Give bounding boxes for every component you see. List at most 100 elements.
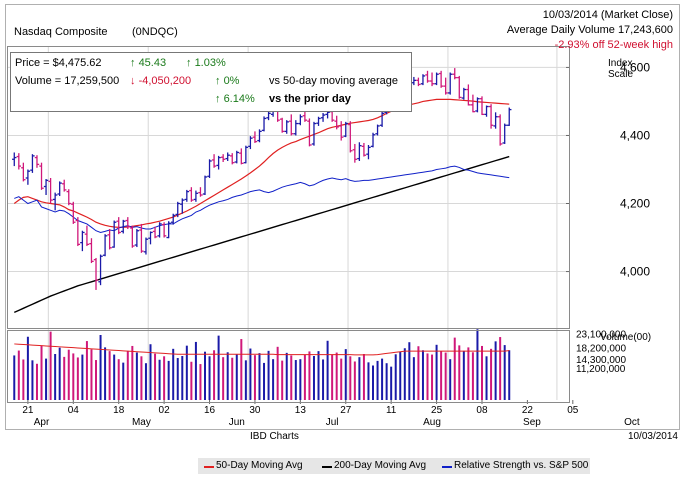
legend-swatch-ma200	[322, 466, 332, 468]
vs-prior-label: vs the prior day	[269, 93, 351, 105]
down-arrow-icon: ↓	[130, 75, 139, 87]
ohlc-bar	[457, 75, 462, 99]
legend-swatch-ma50	[204, 466, 214, 468]
x-tick-label: 05	[567, 405, 579, 416]
ohlc-bar	[497, 114, 503, 146]
off-52week-high: -2.93% off 52-week high	[554, 39, 673, 51]
ohlc-bar	[75, 217, 81, 247]
ohlc-bar	[266, 111, 271, 121]
month-label: Sep	[523, 417, 541, 428]
ohlc-bar	[216, 155, 221, 170]
price-tick-label: 4,200	[620, 197, 650, 211]
ohlc-bar	[234, 150, 239, 164]
index-symbol: (0NDQC)	[132, 26, 178, 38]
month-label: Oct	[624, 417, 640, 428]
ohlc-bar	[307, 118, 312, 147]
ohlc-bar	[71, 201, 76, 224]
legend-swatch-rs	[442, 466, 452, 468]
volume-pct-50-value: 0%	[223, 75, 240, 87]
ohlc-bar	[93, 257, 99, 290]
ohlc-bar	[66, 189, 71, 206]
price-bars	[12, 68, 512, 290]
price-value: Price = $4,475.62	[15, 57, 102, 69]
ohlc-bar	[434, 72, 439, 86]
legend-ma200: 200-Day Moving Avg	[334, 460, 427, 471]
x-tick-label: 30	[249, 405, 261, 416]
up-arrow-icon: ↑	[215, 75, 224, 87]
ohlc-bar	[443, 77, 448, 95]
ohlc-bar	[366, 144, 371, 160]
source-label: IBD Charts	[250, 431, 299, 442]
ohlc-bar	[302, 111, 308, 122]
footer-date: 10/03/2014	[627, 431, 678, 442]
ohlc-bar	[316, 116, 321, 126]
price-change: ↑ 45.43	[130, 57, 166, 70]
ohlc-bar	[134, 229, 140, 248]
ohlc-bar	[166, 221, 171, 239]
month-label: May	[132, 417, 151, 428]
ohlc-bar	[143, 237, 149, 255]
ohlc-bar	[21, 162, 26, 182]
ohlc-bar	[130, 225, 135, 248]
price-tick-label: 4,600	[620, 60, 650, 74]
volume-tick-label: 14,300,000	[576, 355, 626, 366]
price-pct-value: 1.03%	[194, 57, 226, 69]
ohlc-bar	[479, 96, 485, 116]
ohlc-bar	[361, 142, 367, 157]
ohlc-bar	[98, 254, 103, 286]
ohlc-bar	[339, 121, 344, 141]
ohlc-bar	[375, 124, 380, 136]
x-tick-label: 16	[204, 405, 216, 416]
ohlc-bar	[493, 112, 498, 129]
ohlc-bar	[107, 229, 112, 250]
x-axis-ticks: 21 04 18 02 16 30 13 27 11 25 08 22 05	[22, 400, 579, 416]
legend-ma50: 50-Day Moving Avg	[216, 460, 303, 471]
month-label: Jun	[229, 417, 245, 428]
ohlc-bar	[284, 120, 289, 134]
ohlc-bar	[139, 223, 144, 253]
x-tick-label: 08	[476, 405, 488, 416]
ohlc-bar	[161, 222, 167, 238]
ohlc-bar	[352, 143, 358, 163]
price-pct: ↑ 1.03%	[186, 57, 226, 70]
ohlc-bar	[116, 217, 121, 235]
ohlc-bar	[239, 148, 244, 165]
x-tick-label: 13	[295, 405, 307, 416]
volume-change-value: -4,050,200	[138, 75, 192, 87]
ohlc-bar	[252, 131, 258, 143]
ohlc-bar	[488, 104, 494, 129]
ohlc-bar	[34, 155, 40, 168]
up-arrow-icon: ↑	[215, 93, 224, 105]
volume-value: Volume = 17,259,500	[15, 75, 120, 87]
ohlc-bar	[12, 152, 17, 167]
legend-bar	[198, 458, 590, 474]
ohlc-bar	[311, 121, 317, 146]
x-tick-label: 25	[431, 405, 443, 416]
ohlc-bar	[198, 187, 203, 197]
price-axis-label: Index Scale	[608, 58, 634, 80]
price-tick-label: 4,000	[620, 265, 650, 279]
ohlc-bar	[484, 105, 489, 117]
date-line: 10/03/2014 (Market Close)	[542, 9, 673, 21]
ohlc-bar	[157, 222, 162, 238]
ohlc-bar	[39, 162, 44, 190]
x-tick-label: 04	[68, 405, 80, 416]
ohlc-bar	[293, 120, 299, 136]
ohlc-bar	[184, 189, 190, 202]
ohlc-bar	[220, 154, 226, 163]
ohlc-bar	[257, 129, 262, 143]
ohlc-bar	[429, 72, 435, 87]
ohlc-bar	[180, 198, 185, 214]
vs-50day-label: vs 50-day moving average	[269, 75, 399, 87]
ohlc-bar	[80, 230, 85, 252]
relative-strength-line	[14, 165, 510, 233]
ohlc-bar	[420, 74, 426, 86]
volume-pct-prior-value: 6.14%	[223, 93, 255, 105]
ohlc-bar	[425, 70, 430, 83]
ohlc-bar	[111, 220, 117, 248]
x-tick-label: 11	[386, 405, 397, 416]
ohlc-bar	[466, 84, 471, 106]
ohlc-bar	[279, 117, 285, 133]
ohlc-bar	[16, 153, 22, 170]
